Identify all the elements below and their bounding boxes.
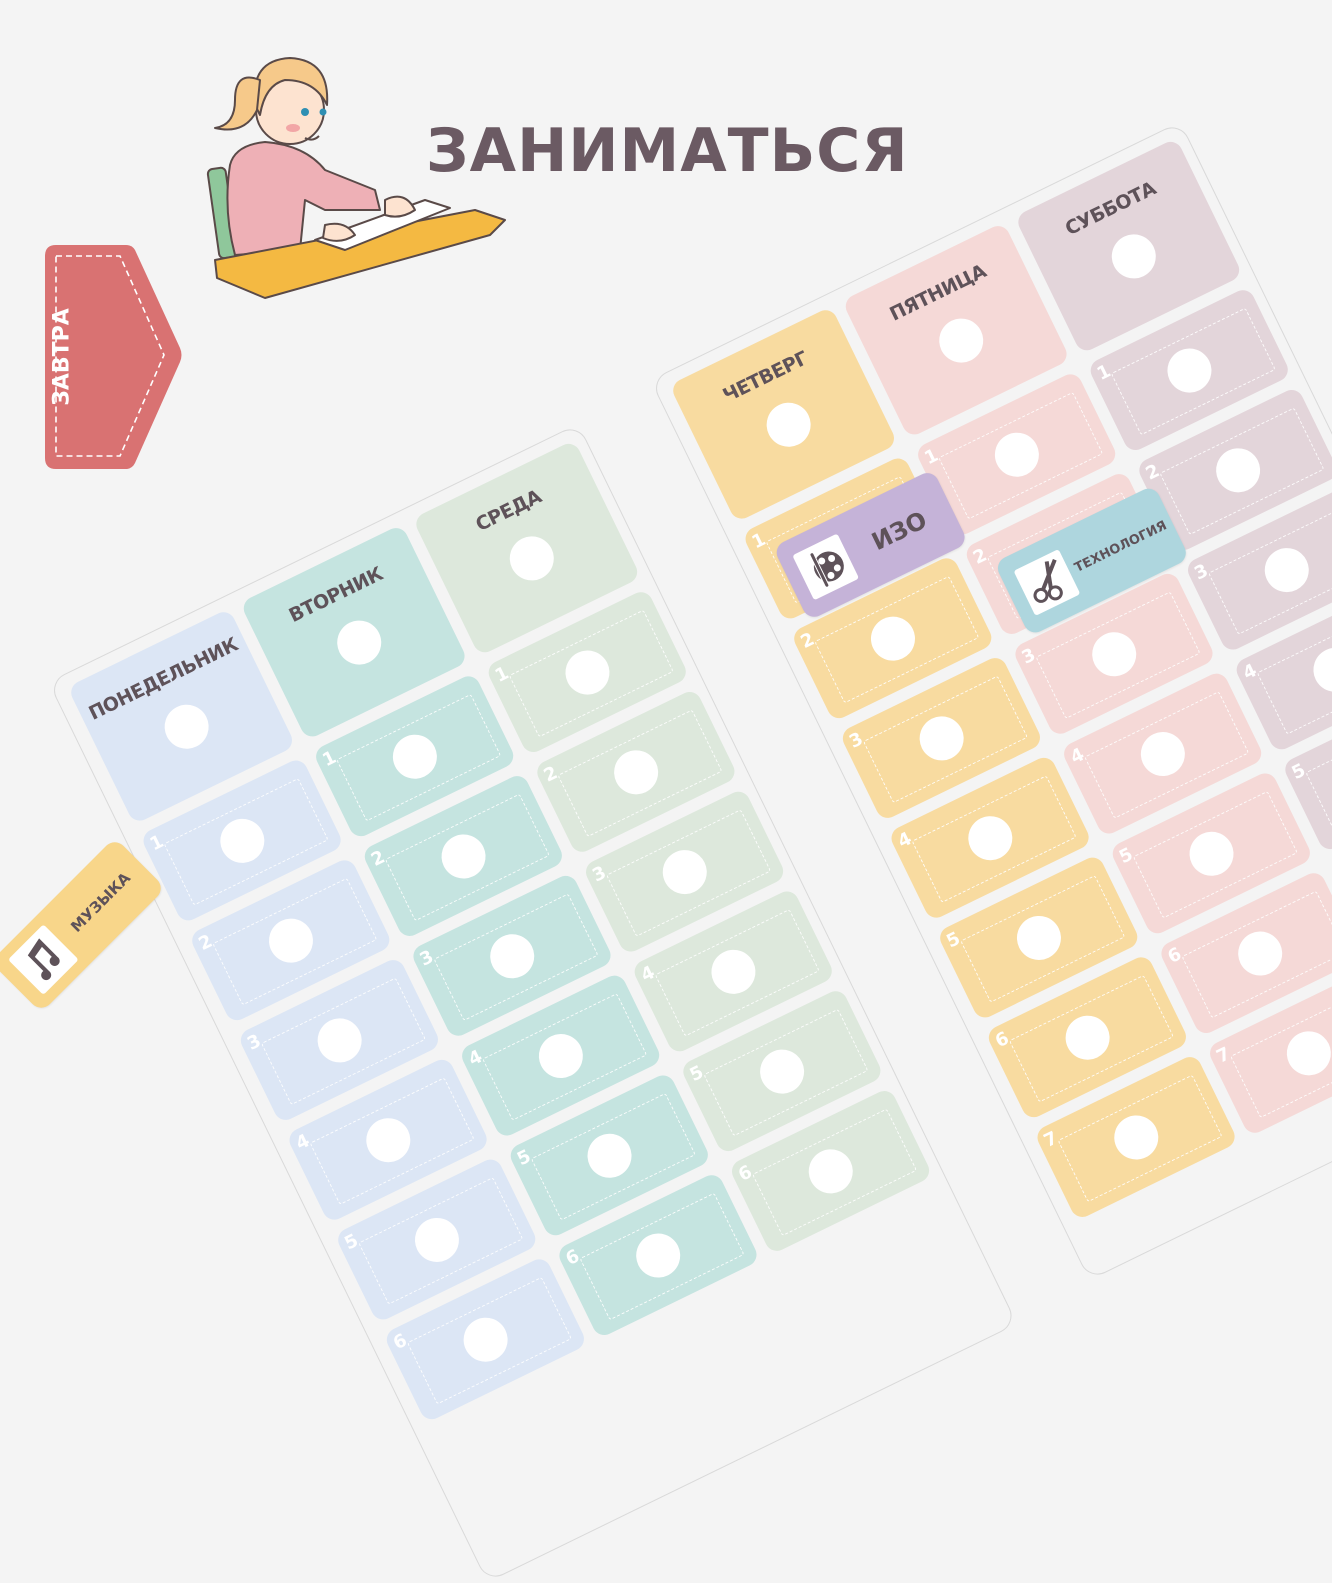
slot-number: 2 [797,628,818,654]
slot-number: 5 [341,1229,362,1255]
sticker-tech[interactable]: ТЕХНОЛОГИЯ [993,484,1190,637]
sticker-music[interactable]: МУЗЫКА [0,837,166,1013]
slot-number: 4 [1239,659,1261,685]
music-note-icon [7,924,79,996]
slot-number: 5 [686,1061,707,1086]
slot-number: 4 [465,1046,486,1071]
slot-number: 6 [991,1027,1013,1053]
slot-number: 4 [1067,744,1088,769]
slot-number: 2 [195,930,216,956]
palette-brush-icon [792,533,860,601]
slot-number: 1 [1093,360,1115,385]
sticker-izo[interactable]: ИЗО [772,469,969,621]
slot-number: 3 [1018,644,1040,669]
slot-number: 5 [1288,759,1309,784]
sticker-music-label: МУЗЫКА [67,868,135,936]
day-label: ВТОРНИК [285,562,387,628]
scissors-icon [1013,549,1081,616]
slot-number: 3 [1191,560,1212,585]
slot-number: 6 [562,1245,583,1270]
slot-number: 3 [845,728,867,753]
slot-number: 1 [146,830,168,856]
slot-number: 7 [1040,1127,1062,1152]
header-marker-circle[interactable] [1104,226,1164,286]
slot-number: 5 [1115,843,1137,869]
slot-number: 1 [921,444,942,470]
sticker-tech-label: ТЕХНОЛОГИЯ [1072,517,1170,576]
slot-number: 5 [513,1145,535,1171]
slot-number: 3 [243,1030,265,1055]
slot-number: 3 [589,862,610,887]
schedule-board-thu-sat: ЧЕТВЕРГ 1 2 3 4 5 6 7 ПЯТНИЦА 1 2 3 4 5 6 7 СУББОТА 1 2 3 4 5… [650,121,1332,1281]
header-marker-circle[interactable] [329,613,389,672]
slot-number: 2 [969,544,991,569]
slot-number: 2 [367,846,389,871]
slot-number: 4 [292,1130,314,1155]
day-label: ЧЕТВЕРГ [719,347,812,408]
day-label: СУББОТА [1061,177,1160,241]
tomorrow-tag[interactable] [44,244,184,470]
day-label: СРЕДА [472,485,545,537]
header-marker-circle[interactable] [759,395,819,455]
slot-number: 4 [894,828,916,853]
header-marker-circle[interactable] [931,311,991,370]
page-title: ЗАНИМАТЬСЯ [426,116,909,186]
girl-studying-illustration [206,57,506,299]
slot-number: 2 [540,762,561,787]
slot-number: 5 [943,927,964,953]
slot-number: 3 [416,946,438,971]
tomorrow-tag-label: ЗАВТРА [49,308,75,406]
slot-number: 4 [637,961,659,987]
day-label: ПОНЕДЕЛЬНИК [85,633,242,725]
slot-number: 1 [319,746,340,772]
header-marker-circle[interactable] [502,528,562,588]
slot-number: 1 [748,528,770,554]
header-marker-circle[interactable] [157,697,217,757]
slot-number: 6 [735,1161,756,1186]
slot-number: 6 [1164,943,1185,968]
sticker-izo-label: ИЗО [867,505,932,557]
slot-number: 6 [389,1329,411,1355]
slot-number: 7 [1213,1043,1234,1068]
day-label: ПЯТНИЦА [886,260,990,326]
slot-number: 1 [491,662,513,687]
slot-number: 2 [1142,460,1163,485]
